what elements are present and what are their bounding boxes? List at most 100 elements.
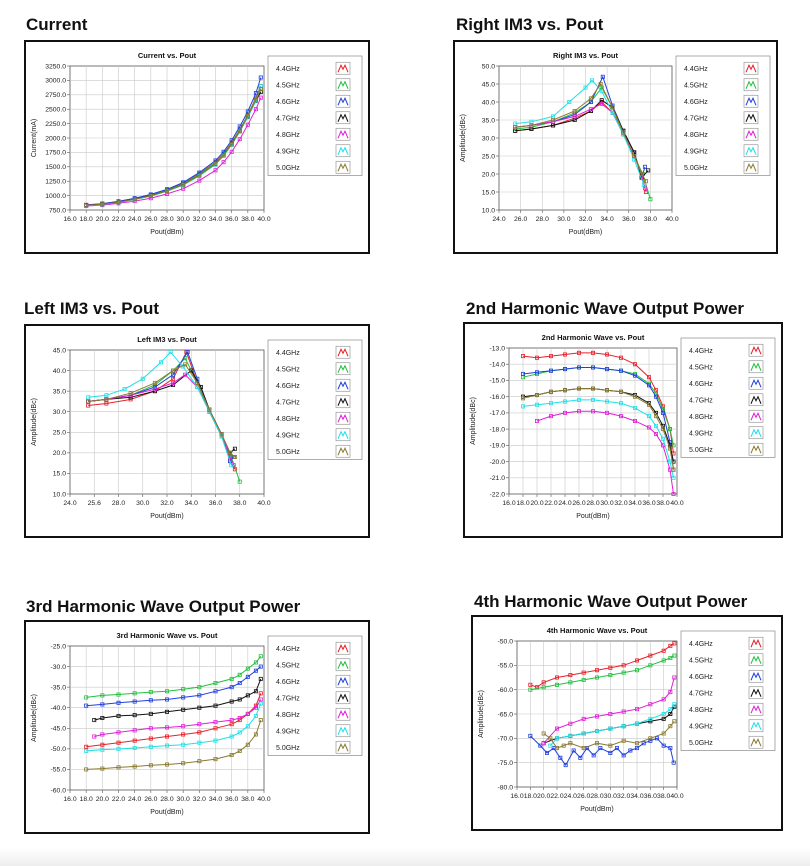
data-point — [183, 362, 188, 367]
legend-swatch-line — [750, 428, 762, 437]
data-point — [245, 122, 250, 127]
x-tick-label: 38.0 — [644, 216, 657, 223]
series-line — [543, 720, 675, 749]
data-point — [116, 700, 121, 705]
y-tick-label: 2250.0 — [45, 121, 66, 128]
data-point — [84, 203, 89, 208]
data-point — [648, 738, 653, 743]
data-point — [599, 101, 604, 106]
data-point — [563, 763, 568, 768]
x-tick-label: 20.0 — [537, 793, 550, 800]
data-point — [563, 367, 568, 372]
legend-label: 4.6GHz — [276, 679, 300, 686]
legend-label: 4.4GHz — [689, 348, 713, 355]
data-point — [513, 125, 518, 130]
x-tick-label: 18.0 — [80, 796, 93, 803]
data-point — [549, 389, 554, 394]
data-point — [132, 691, 137, 696]
data-point — [116, 200, 121, 205]
x-tick-label: 16.0 — [510, 793, 523, 800]
data-point — [529, 119, 534, 124]
data-point — [219, 432, 224, 437]
data-point — [245, 711, 250, 716]
h4-chart: 4th Harmonic Wave vs. Pout 16.0 18.0 20.0 22… — [478, 626, 776, 813]
data-point — [122, 387, 127, 392]
data-point — [229, 734, 234, 739]
data-point — [608, 743, 613, 748]
series-4.9GHz — [548, 702, 677, 748]
legend-label: 5.0GHz — [276, 449, 300, 456]
data-point — [646, 383, 651, 388]
y-tick-label: 15.0 — [482, 189, 495, 196]
data-point — [237, 672, 242, 677]
series-4.5GHz — [84, 654, 263, 700]
chart-title: Current vs. Pout — [138, 51, 197, 60]
data-point — [535, 402, 540, 407]
data-point — [563, 388, 568, 393]
legend-label: 4.6GHz — [689, 674, 713, 681]
data-point — [591, 753, 596, 758]
legend-swatch-line — [337, 710, 349, 719]
data-point — [171, 376, 176, 381]
y-tick-label: -75.0 — [498, 760, 514, 767]
legend-swatch-line — [337, 130, 349, 139]
data-point — [549, 354, 554, 359]
x-tick-label: 26.0 — [144, 796, 157, 803]
data-point — [148, 698, 153, 703]
x-tick-label: 20.0 — [530, 500, 543, 507]
legend-swatch-line — [745, 130, 757, 139]
data-point — [599, 98, 604, 103]
data-point — [563, 399, 568, 404]
x-axis-label: Pout(dBm) — [150, 513, 183, 520]
x-tick-label: 38.0 — [656, 500, 669, 507]
x-tick-label: 32.0 — [617, 793, 630, 800]
x-tick-label: 30.0 — [557, 216, 570, 223]
data-point — [667, 427, 672, 432]
data-point — [245, 674, 250, 679]
y-tick-label: -55.0 — [498, 663, 514, 670]
x-tick-label: 24.0 — [558, 500, 571, 507]
x-tick-label: 30.0 — [136, 500, 149, 507]
x-tick-label: 34.0 — [209, 216, 222, 223]
x-tick-label: 25.6 — [88, 500, 101, 507]
y-tick-label: -20.0 — [490, 459, 506, 466]
data-point — [661, 716, 666, 721]
data-point — [608, 665, 613, 670]
data-point — [132, 713, 137, 718]
y-tick-label: 30.0 — [53, 409, 66, 416]
data-point — [588, 107, 593, 112]
data-point — [213, 757, 218, 762]
data-point — [549, 401, 554, 406]
data-point — [598, 746, 603, 751]
series-4.6GHz — [84, 664, 263, 708]
x-tick-label: 18.0 — [524, 793, 537, 800]
data-point — [648, 663, 653, 668]
legend-label: 5.0GHz — [276, 165, 300, 172]
data-point — [671, 760, 676, 765]
data-point — [653, 431, 658, 436]
data-point — [171, 380, 176, 385]
y-tick-label: 20.0 — [53, 450, 66, 457]
legend-swatch-line — [750, 688, 762, 697]
data-point — [671, 467, 676, 472]
data-point — [253, 732, 258, 737]
data-point — [621, 670, 626, 675]
data-point — [521, 354, 526, 359]
data-point — [653, 423, 658, 428]
section-title-2nd-harmonic: 2nd Harmonic Wave Output Power — [466, 299, 745, 318]
x-tick-label: 28.0 — [536, 216, 549, 223]
data-point — [632, 154, 637, 159]
data-point — [213, 720, 218, 725]
data-point — [621, 738, 626, 743]
data-point — [555, 682, 560, 687]
chart-panel-3rd-harmonic: 3rd Harmonic Wave vs. Pout 16.0 18.0 20.0 22… — [24, 620, 370, 834]
data-point — [604, 367, 609, 372]
y-tick-label: 35.0 — [53, 388, 66, 395]
data-point — [581, 677, 586, 682]
data-point — [672, 675, 677, 680]
data-point — [608, 712, 613, 717]
data-point — [116, 746, 121, 751]
data-point — [100, 202, 105, 207]
data-point — [164, 762, 169, 767]
legend-swatch-line — [337, 163, 349, 172]
